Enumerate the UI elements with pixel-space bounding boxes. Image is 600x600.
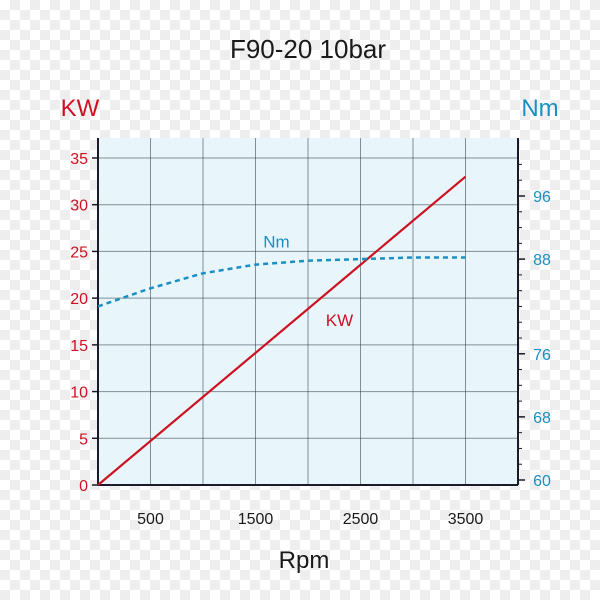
x-axis-label: Rpm [279,547,330,574]
labels-layer: Nm KW [263,232,353,330]
left-tick-label: 30 [70,198,88,215]
series-line-nm [97,256,466,308]
x-tick-label: 2500 [343,511,379,528]
ticks: 0 5 10 15 20 25 30 35 60 68 76 88 96 500 1500 2500 3500 [70,151,551,528]
right-axis-unit: Nm [521,95,558,122]
left-tick-label: 5 [79,431,88,448]
right-tick-label: 96 [533,189,551,206]
grid [98,138,518,485]
left-tick-label: 0 [79,478,88,495]
left-axis-unit: KW [61,95,100,122]
left-tick-label: 35 [70,151,88,168]
right-tick-label: 68 [533,410,551,427]
right-tick-label: 76 [533,347,551,364]
series-layer [97,175,467,486]
left-tick-label: 15 [70,338,88,355]
left-tick-label: 25 [70,244,88,261]
left-tick-label: 10 [70,385,88,402]
x-tick-label: 1500 [238,511,274,528]
right-tick-label: 88 [533,252,551,269]
x-tick-label: 3500 [448,511,484,528]
x-tick-label: 500 [137,511,164,528]
annotation-kw: KW [326,311,353,330]
left-tick-label: 20 [70,291,88,308]
right-tick-label: 60 [533,473,551,490]
chart-title: F90-20 10bar [230,34,386,64]
series-line-kw [97,175,467,486]
annotation-nm: Nm [263,232,289,251]
